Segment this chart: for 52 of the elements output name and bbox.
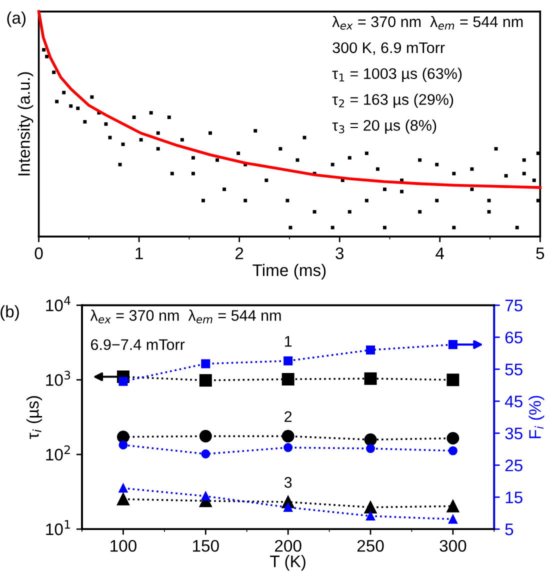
text: (a) (7, 12, 26, 28)
x-tick-label: 4 (436, 248, 444, 260)
x-tick-label: 2 (236, 247, 244, 260)
x-tick-label: 5 (536, 248, 544, 260)
annotation: 1 (284, 336, 292, 347)
y2-tick-label: 25 (505, 460, 522, 472)
annotation: 2 (284, 411, 292, 422)
x-axis-title: T (K) (270, 555, 306, 571)
annotation: τ$_{2}$ = 163 µs (29%) (332, 94, 454, 108)
annotation: τ$_{1}$ = 1003 µs (63%) (332, 68, 462, 82)
point (116, 492, 130, 506)
x-tick-label: 300 (440, 540, 466, 552)
annotation: λ$_{ex}$ = 370 nm λ$_{em}$ = 544 nm (90, 310, 281, 324)
x-tick-label: 0 (34, 247, 43, 260)
x-axis-title: Time (ms) (252, 264, 326, 280)
text: (b) (0, 305, 19, 321)
y2-tick-label: 75 (505, 300, 522, 312)
point (446, 374, 460, 386)
y-tick-label: 10$^{3}$ (46, 370, 70, 386)
x-tick-label: 100 (110, 540, 136, 552)
x-tick-label: 3 (336, 247, 344, 260)
y2-tick-label: 55 (505, 364, 522, 376)
point (199, 374, 212, 387)
annotation: τ$_{3}$ = 20 µs (8%) (332, 120, 436, 134)
y2-tick-label: 45 (504, 396, 522, 408)
x-tick-label: 200 (275, 540, 302, 552)
y-tick-label: 10$^{1}$ (46, 520, 70, 536)
point (364, 372, 377, 385)
y2-tick-label: 65 (505, 332, 522, 344)
point (446, 432, 460, 445)
point (199, 430, 212, 442)
x-tick-label: 150 (193, 540, 219, 552)
y2-axis-title: F$_{i}$ (%) (528, 396, 544, 438)
y-axis-title: τ$_{i}$ (µs) (26, 396, 42, 440)
annotation: 3 (284, 477, 292, 488)
y-axis-title: Intensity (a.u.) (18, 72, 34, 176)
x-tick-label: 1 (136, 248, 143, 260)
annotation: λ$_{ex}$ = 370 nm λ$_{em}$ = 544 nm (332, 16, 523, 30)
point (282, 372, 294, 386)
annotation: 6.9−7.4 mTorr (91, 339, 185, 350)
y2-tick-label: 35 (505, 428, 522, 440)
x-tick-label: 250 (357, 540, 384, 552)
y2-tick-label: 15 (506, 492, 522, 504)
point (364, 433, 377, 446)
annotation: 300 K, 6.9 mTorr (332, 42, 445, 55)
point (446, 500, 460, 512)
y-tick-label: 10$^{4}$ (46, 296, 70, 312)
y2-tick-label: 5 (505, 524, 514, 536)
y-tick-label: 10$^{2}$ (46, 445, 70, 461)
point (282, 430, 294, 442)
point (116, 430, 130, 444)
point (364, 501, 377, 514)
